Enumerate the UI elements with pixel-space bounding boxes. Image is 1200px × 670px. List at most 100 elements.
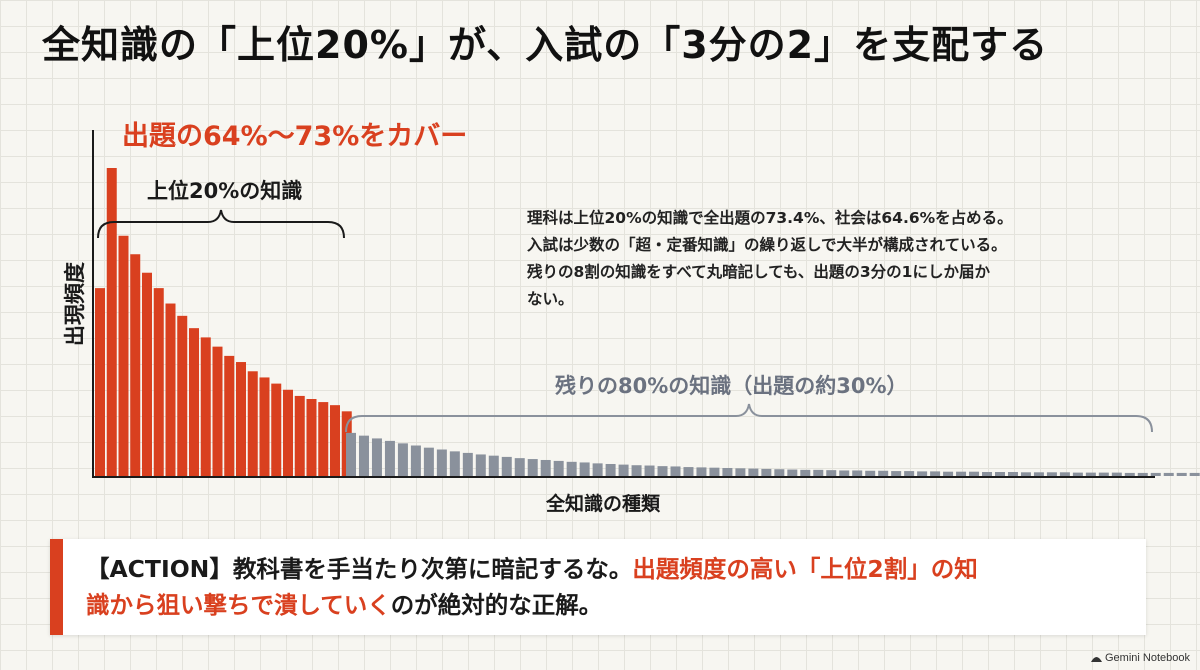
rest-80-bar [709,467,720,476]
action-plain-text: のが絶対的な正解。 [390,591,603,619]
rest-80-bar [761,468,772,476]
x-axis-label: 全知識の種類 [545,492,661,515]
rest-80-bar [1098,472,1109,476]
top-20-bar [236,362,246,476]
rest-80-bar [735,468,746,476]
rest-80-bar [969,471,980,476]
action-accent-bar [50,539,63,635]
rest-80-bar [592,463,603,476]
rest-80-bar [787,469,798,476]
note-line: ない。 [527,290,574,308]
footer-brand-text: Gemini Notebook [1105,652,1190,664]
top-20-bar [118,235,129,476]
top-20-bar [224,355,235,476]
rest-80-bar [917,471,928,476]
rest-80-bar [384,440,395,476]
rest-80-bar [1046,472,1057,476]
note-line: 理科は上位20%の知識で全出題の73.4%、社会は64.6%を占める。 [527,209,1013,227]
rest-80-bar [657,466,668,476]
rest-80-bar [852,470,863,476]
top-20-bar [177,315,188,476]
top-20-bar [330,405,340,476]
rest-80-bar [644,465,655,476]
rest-80-bar [683,467,694,476]
rest-80-bar [670,466,681,476]
explanation-note: 理科は上位20%の知識で全出題の73.4%、社会は64.6%を占める。 入試は少… [527,205,1137,313]
rest-80-bars [346,432,1200,476]
rest-80-bar [800,469,811,476]
top-20-bar [200,337,211,476]
rest-80-bar [605,463,616,476]
top-20-bar [259,377,270,476]
rest-80-bar [410,445,421,476]
rest-80-bar [566,461,577,476]
rest-80-bar [358,435,369,476]
rest-80-bar [904,471,915,476]
rest-80-bar [1163,472,1174,476]
rest-80-bar [891,471,902,476]
top-20-bars [95,168,352,476]
rest-80-bar [1189,472,1200,476]
rest-80-bar [1007,472,1018,476]
rest-80-bar [943,471,954,476]
rest-80-bracket-label: 残りの80%の知識（出題の約30%） [555,374,908,398]
action-callout: 【ACTION】教科書を手当たり次第に暗記するな。出題頻度の高い「上位2割」の知… [50,539,1146,635]
rest-80-bar [1124,472,1135,476]
rest-80-bar [579,462,590,476]
rest-80-bar [813,469,824,476]
cover-headline: 出題の64%〜73%をカバー [122,121,467,152]
footer-brand: Gemini Notebook [1091,652,1190,664]
top-20-bar [318,402,329,476]
rest-80-bar [748,468,759,476]
rest-80-bar [618,464,629,476]
top-20-bar [142,272,152,476]
rest-80-bar [696,467,707,476]
rest-80-bar [1150,472,1161,476]
top-20-bar [95,288,105,476]
rest-80-bar [449,451,460,476]
top-20-bar [283,389,293,476]
rest-80-bar [1033,472,1044,476]
top-20-bar [153,288,164,476]
rest-80-bar [878,470,889,476]
rest-80-bracket [345,403,1153,433]
action-highlight-text: 識から狙い撃ちで潰していく [86,591,391,619]
rest-80-bar [774,469,785,476]
top-20-bar [294,395,305,476]
rest-80-bar [722,467,733,476]
top-20-bar [247,371,258,476]
rest-80-bar [930,471,941,476]
top-20-bar [306,399,317,476]
rest-80-bar [475,454,486,476]
rest-80-bar [1072,472,1083,476]
top-20-bar [212,346,223,476]
top-20-bar [106,168,117,476]
top-20-bar [189,328,199,476]
note-line: 入試は少数の「超・定番知識」の繰り返しで大半が構成されている。 [527,236,1007,254]
top-20-bracket [97,209,345,239]
rest-80-bar [514,458,525,476]
rest-80-bar [995,472,1005,476]
rest-80-bar [501,456,512,476]
frequency-bar-chart: 出現頻度 全知識の種類 出題の64%〜73%をカバー 上位20%の知識 残りの8… [63,121,1200,515]
rest-80-bar [956,471,967,476]
rest-80-bar [371,438,382,476]
rest-80-bar [1137,472,1148,476]
y-axis-label: 出現頻度 [63,262,87,346]
action-highlight-text: 出題頻度の高い「上位2割」の知 [632,555,978,583]
top-20-bracket-label: 上位20%の知識 [147,179,302,203]
action-text: 【ACTION】教科書を手当たり次第に暗記するな。出題頻度の高い「上位2割」の知… [86,551,1136,623]
note-line: 残りの8割の知識をすべて丸暗記しても、出題の3分の1にしか届か [527,263,990,281]
rest-80-bar [865,470,876,476]
rest-80-bar [1111,472,1122,476]
rest-80-bar [436,449,447,476]
rest-80-bar [839,470,850,476]
action-plain-text: 【ACTION】教科書を手当たり次第に暗記するな。 [86,555,633,583]
rest-80-bar [423,447,434,476]
rest-80-bar [397,443,408,476]
rest-80-bar [982,472,993,476]
rest-80-bar [462,452,473,476]
gemini-notebook-icon [1091,657,1102,662]
rest-80-bar [1059,472,1070,476]
top-20-bar [130,254,141,476]
